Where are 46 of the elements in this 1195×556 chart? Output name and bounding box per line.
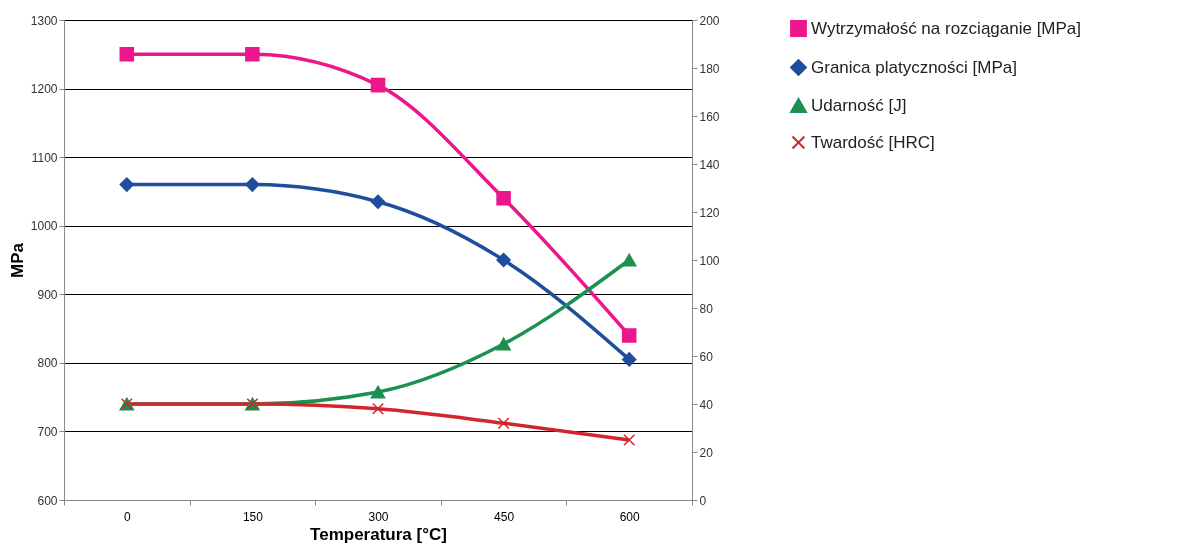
point bbox=[621, 352, 637, 367]
x-tick-label: 150 bbox=[242, 509, 264, 524]
legend-label: Twardość [HRC] bbox=[811, 132, 935, 152]
point bbox=[245, 177, 260, 192]
y2-tick-label: 20 bbox=[699, 445, 714, 460]
point bbox=[621, 253, 637, 267]
y-tick-label: 600 bbox=[37, 493, 58, 508]
point bbox=[245, 47, 260, 62]
y2-tick-label: 100 bbox=[699, 253, 720, 268]
y-tick-label: 900 bbox=[37, 287, 58, 302]
legend-label: Granica platyczności [MPa] bbox=[811, 57, 1017, 77]
y2-tick-label: 200 bbox=[699, 13, 720, 28]
point bbox=[370, 194, 386, 209]
x-axis-title: Temperatura [°C] bbox=[310, 524, 447, 544]
x-tick-label: 450 bbox=[494, 509, 515, 524]
y-tick-label: 800 bbox=[37, 356, 58, 371]
point bbox=[496, 191, 511, 206]
point bbox=[621, 328, 637, 343]
x-tick-label: 0 bbox=[123, 509, 131, 524]
point bbox=[119, 177, 135, 192]
y-axis-title: MPa bbox=[7, 242, 27, 278]
point bbox=[372, 402, 384, 415]
y-tick-label: 1300 bbox=[30, 13, 58, 28]
point bbox=[370, 77, 386, 93]
y2-tick-label: 120 bbox=[699, 205, 720, 220]
point bbox=[119, 47, 135, 62]
y2-tick-label: 180 bbox=[699, 61, 720, 76]
y-tick-label: 1200 bbox=[30, 82, 58, 97]
y2-tick-label: 0 bbox=[699, 493, 707, 508]
point bbox=[623, 434, 636, 446]
y2-tick-label: 40 bbox=[699, 397, 714, 412]
legend-label: Udarność [J] bbox=[811, 95, 907, 115]
y2-tick-label: 60 bbox=[699, 349, 714, 364]
legend-label: Wytrzymałość na rozciąganie [MPa] bbox=[811, 18, 1082, 38]
point bbox=[496, 337, 511, 351]
y2-tick-label: 80 bbox=[699, 301, 714, 316]
y-tick-label: 1000 bbox=[30, 219, 58, 234]
x-tick-label: 300 bbox=[368, 509, 389, 524]
point bbox=[497, 417, 510, 430]
y2-tick-label: 140 bbox=[699, 157, 720, 172]
x-tick-label: 600 bbox=[619, 509, 641, 524]
y2-tick-label: 160 bbox=[699, 109, 720, 124]
y-tick-label: 1100 bbox=[31, 150, 58, 165]
point bbox=[496, 252, 511, 268]
point bbox=[370, 385, 386, 399]
y-tick-label: 700 bbox=[37, 424, 58, 439]
